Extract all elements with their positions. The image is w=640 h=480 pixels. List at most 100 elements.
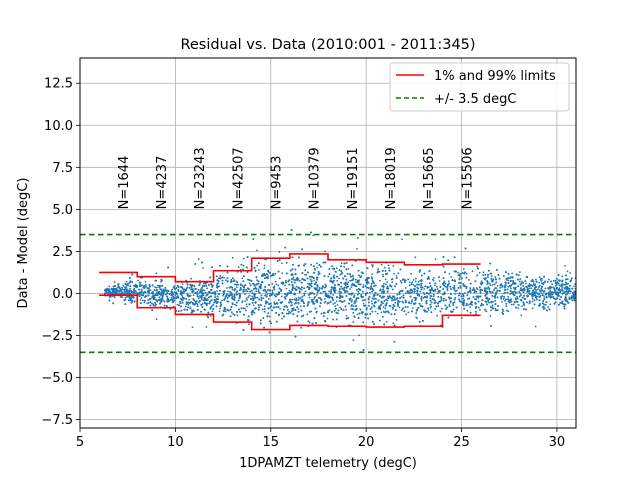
scatter-point [412,302,415,305]
scatter-point [420,284,423,287]
scatter-point [510,300,513,303]
scatter-point [472,287,475,289]
scatter-point [555,291,558,294]
scatter-point [525,282,527,285]
scatter-point [557,274,560,276]
scatter-point [411,291,414,294]
scatter-point [190,311,193,314]
scatter-point [365,286,368,289]
scatter-point [144,291,147,294]
scatter-point [245,303,248,306]
scatter-point [531,300,534,303]
scatter-point [281,301,284,303]
scatter-point [262,317,265,319]
scatter-point [212,284,214,287]
scatter-point [285,272,288,275]
scatter-point [280,295,283,298]
scatter-point [491,283,494,286]
scatter-point [203,289,206,292]
scatter-point [204,291,207,294]
scatter-point [460,317,463,319]
scatter-point [268,315,271,318]
scatter-point [147,299,150,302]
scatter-point [277,284,280,287]
scatter-point [332,303,335,305]
scatter-point [299,305,302,308]
scatter-point [354,278,357,281]
scatter-point [355,305,357,307]
scatter-point [354,301,357,303]
scatter-point [235,286,238,289]
scatter-point [358,334,361,337]
scatter-point [454,293,457,295]
scatter-point [549,303,552,306]
scatter-point [330,288,333,291]
scatter-point [438,280,441,282]
scatter-point [219,307,222,310]
scatter-point [516,295,518,298]
scatter-point [424,285,427,288]
scatter-point [480,302,483,305]
scatter-point [398,306,401,309]
scatter-point [510,287,512,290]
scatter-point [480,280,483,283]
scatter-point [223,276,225,279]
scatter-point [154,305,156,307]
scatter-point [177,310,180,313]
scatter-point [569,272,572,274]
scatter-point [440,297,443,300]
scatter-point [274,272,277,275]
scatter-point [469,306,472,308]
scatter-point [382,302,384,305]
scatter-point [297,298,300,301]
scatter-point [248,323,250,326]
scatter-point [356,236,359,239]
scatter-point [291,298,294,301]
scatter-point [188,302,191,305]
scatter-point [543,303,545,306]
scatter-point [300,288,303,291]
scatter-point [374,310,377,313]
scatter-point [251,292,254,295]
scatter-point [324,298,326,300]
scatter-point [281,317,283,320]
scatter-point [187,301,190,304]
scatter-point [242,264,245,267]
scatter-point [429,303,432,306]
scatter-point [371,265,374,268]
scatter-point [478,271,481,274]
scatter-point [558,284,561,287]
scatter-point [547,278,550,281]
scatter-point [385,283,387,286]
scatter-point [410,272,412,275]
scatter-point [304,290,307,293]
scatter-point [406,306,409,309]
scatter-point [512,279,515,282]
scatter-point [395,275,398,277]
scatter-point [356,293,359,296]
scatter-point [453,286,456,289]
scatter-point [339,292,341,295]
scatter-point [244,307,246,310]
scatter-point [448,303,451,306]
scatter-point [427,286,430,289]
scatter-point [508,301,511,304]
scatter-point [397,272,400,275]
scatter-point [256,264,258,267]
scatter-point [339,291,342,293]
scatter-point [336,275,338,278]
scatter-point [202,266,204,269]
scatter-point [364,292,367,295]
scatter-point [297,256,300,259]
scatter-point [404,292,407,295]
scatter-point [465,304,468,307]
scatter-point [506,309,508,312]
scatter-point [353,316,356,319]
scatter-point [429,285,432,287]
scatter-point [225,287,228,289]
scatter-point [192,294,195,297]
scatter-point [123,290,126,293]
scatter-point [108,285,111,288]
scatter-point [573,285,575,288]
scatter-point [415,312,418,315]
